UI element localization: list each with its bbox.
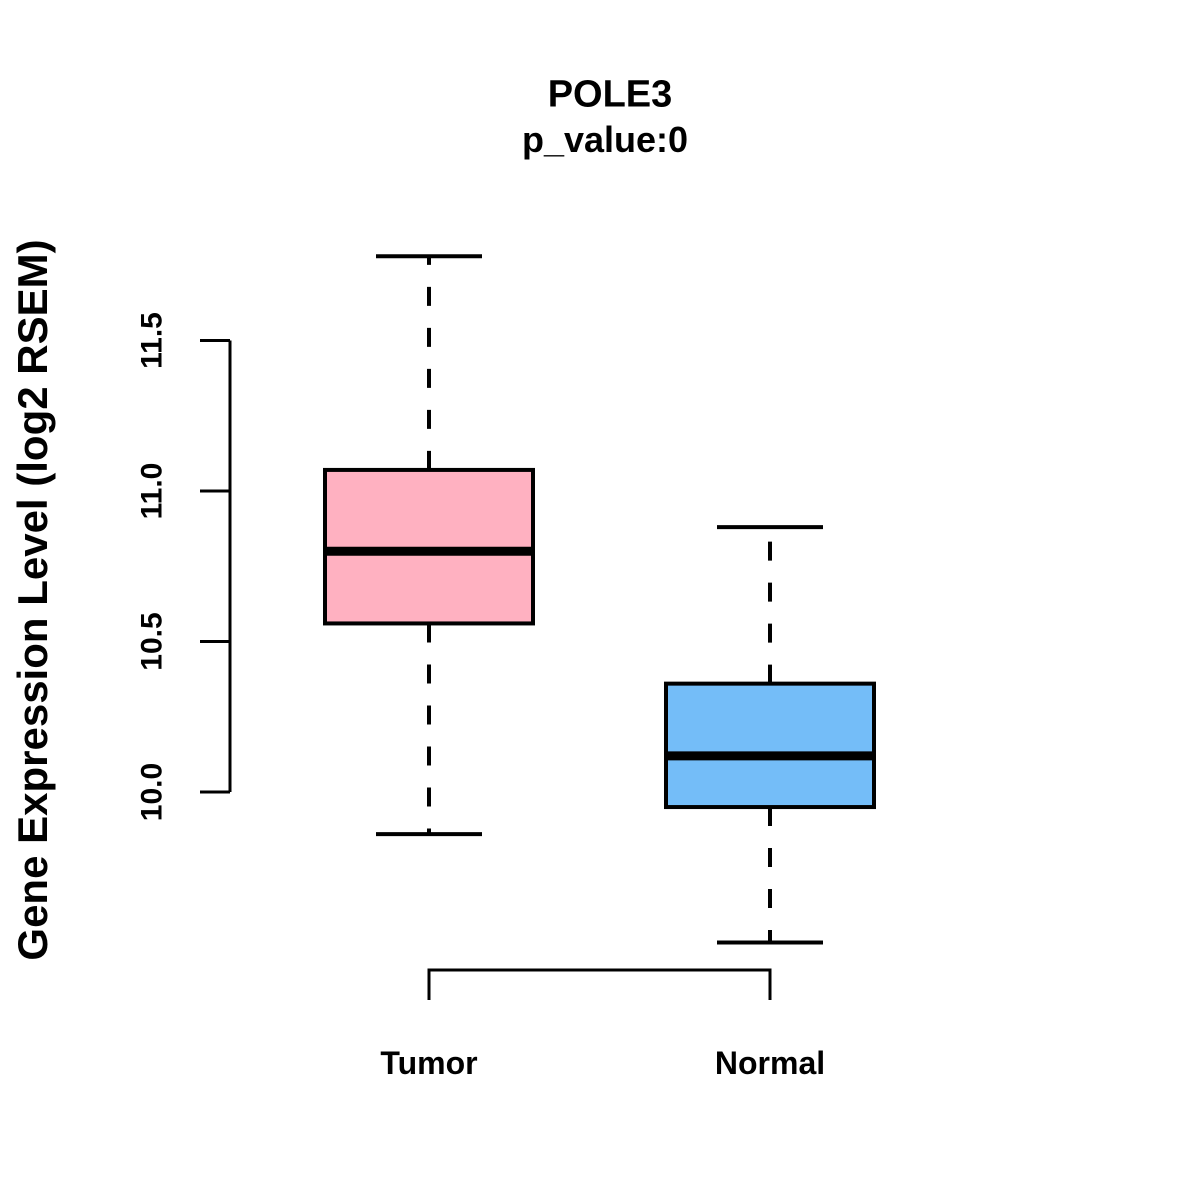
y-tick-label-10.5: 10.5 (136, 612, 169, 670)
chart-title: POLE3 (547, 73, 673, 116)
x-axis-bracket (427, 968, 772, 1000)
category-label-normal: Normal (715, 1045, 825, 1081)
chart-subtitle: p_value:0 (521, 119, 689, 160)
y-tick-label-11.0: 11.0 (136, 463, 169, 520)
y-tick-label-11.5: 11.5 (136, 312, 169, 369)
normal-box (664, 681, 876, 810)
category-label-tumor: Tumor (380, 1045, 477, 1081)
tumor-box (323, 467, 535, 626)
y-tick-label-10.0: 10.0 (136, 763, 169, 821)
